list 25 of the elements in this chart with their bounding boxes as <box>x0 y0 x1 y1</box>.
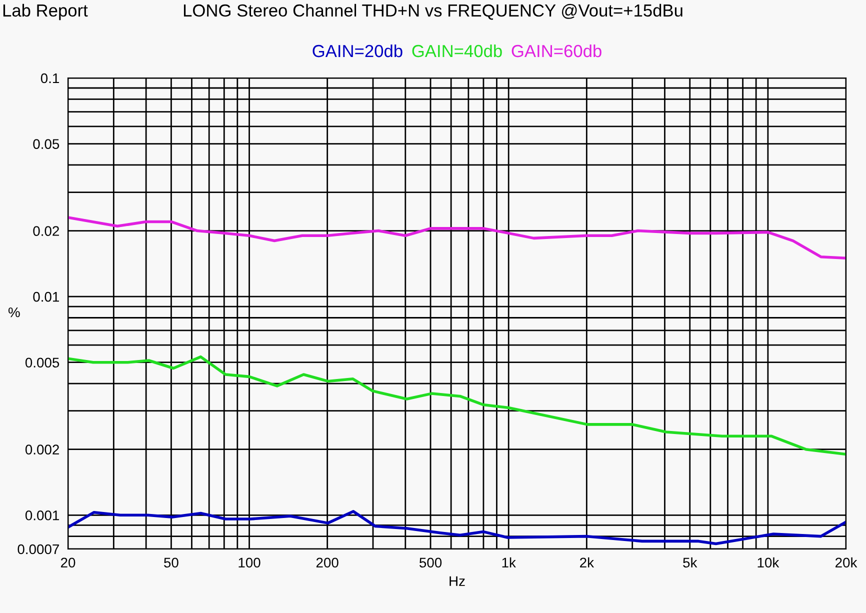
y-tick-label: 0.01 <box>33 292 59 302</box>
x-tick-label: 200 <box>316 558 338 568</box>
y-tick-label: 0.02 <box>33 226 59 236</box>
x-tick-label: 50 <box>164 558 178 568</box>
x-tick-label: 1k <box>502 557 516 568</box>
text: GAIN=40db <box>412 44 502 58</box>
x-tick-label: 500 <box>420 558 442 568</box>
y-axis-title: % <box>8 307 20 318</box>
text: Lab Report <box>3 4 88 20</box>
y-tick-label: 0.1 <box>40 73 59 84</box>
x-tick-label: 10k <box>758 557 780 568</box>
text: GAIN=60db <box>512 44 602 58</box>
chart-title: LONG Stereo Channel THD+N vs FREQUENCY @Vout=+15dBu <box>184 4 682 20</box>
x-axis-title: Hz <box>450 576 465 586</box>
y-tick-label: 0.001 <box>25 510 59 520</box>
x-tick-label: 20 <box>60 558 76 568</box>
y-tick-label: 0.005 <box>25 358 60 368</box>
x-tick-label: 20k <box>836 557 858 568</box>
y-tick-label: 0.05 <box>33 139 60 149</box>
x-tick-label: 2k <box>580 557 594 568</box>
x-tick-label: 5k <box>683 557 698 568</box>
text: GAIN=20db <box>312 44 402 58</box>
y-tick-label: 0.0007 <box>18 544 59 554</box>
x-tick-label: 100 <box>238 558 260 568</box>
y-tick-label: 0.002 <box>25 444 59 455</box>
